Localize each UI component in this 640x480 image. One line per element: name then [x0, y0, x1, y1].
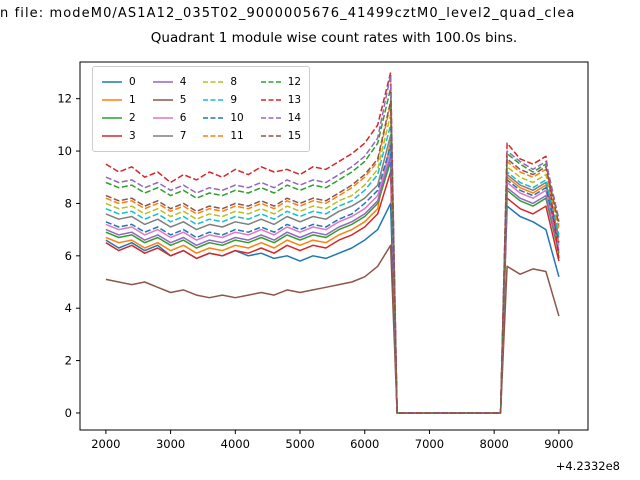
series-line-12: [105, 87, 560, 414]
legend-entry-3: 3: [101, 127, 136, 145]
series-line-4: [105, 155, 560, 414]
series-line-1: [105, 139, 560, 414]
legend-label-6: 6: [179, 112, 187, 124]
legend-label-15: 15: [287, 130, 302, 142]
legend-label-14: 14: [287, 112, 302, 124]
legend-label-11: 11: [230, 130, 244, 142]
legend-label-13: 13: [287, 94, 302, 106]
legend-entry-6: 6: [152, 109, 187, 127]
x-tick-label: 6000: [350, 437, 379, 451]
legend-entry-2: 2: [101, 109, 136, 127]
legend-label-4: 4: [179, 76, 187, 88]
y-tick-label: 12: [57, 92, 72, 106]
legend-line-sample-7: [152, 135, 173, 137]
legend-entry-10: 10: [202, 109, 244, 127]
series-line-0: [105, 202, 560, 414]
legend-line-sample-9: [203, 99, 224, 101]
legend-entry-9: 9: [202, 91, 243, 109]
series-line-14: [105, 74, 560, 414]
legend-line-sample-1: [102, 99, 122, 101]
figure-suptitle-filename: n file: modeM0/AS1A12_035T02_9000005676_…: [0, 6, 576, 21]
series-line-9: [105, 124, 560, 414]
x-tick-label: 9000: [544, 437, 573, 451]
legend-label-7: 7: [179, 130, 187, 142]
series-line-8: [105, 113, 560, 414]
x-axis-offset-label: +4.2332e8: [556, 459, 620, 473]
legend-label-5: 5: [179, 94, 187, 106]
legend-entry-14: 14: [260, 109, 301, 127]
legend-line-sample-10: [203, 117, 224, 119]
series-line-6: [105, 150, 560, 414]
x-tick-label: 4000: [221, 437, 250, 451]
series-line-10: [105, 145, 560, 414]
y-tick-label: 2: [65, 354, 72, 368]
series-line-15: [105, 100, 560, 414]
legend-line-sample-6: [152, 117, 173, 119]
axes-frame: [79, 61, 589, 431]
legend-label-3: 3: [129, 130, 136, 142]
series-line-13: [105, 71, 560, 414]
legend-label-8: 8: [230, 76, 238, 88]
legend-entry-8: 8: [202, 73, 243, 91]
legend-line-sample-12: [260, 81, 281, 83]
legend-entry-11: 11: [202, 127, 244, 145]
chart-title: Quadrant 1 module wise count rates with …: [150, 30, 518, 46]
legend-label-2: 2: [129, 112, 136, 124]
legend-line-sample-15: [260, 135, 281, 137]
legend-entry-5: 5: [152, 91, 187, 109]
legend-line-sample-14: [260, 117, 281, 119]
legend-entry-1: 1: [101, 91, 136, 109]
legend-entry-7: 7: [152, 127, 187, 145]
x-tick-label: 3000: [156, 437, 185, 451]
legend-line-sample-11: [203, 135, 224, 137]
legend-label-10: 10: [230, 112, 244, 124]
x-tick-label: 7000: [415, 437, 444, 451]
legend-label-1: 1: [129, 94, 136, 106]
series-line-7: [105, 134, 560, 414]
y-tick-label: 6: [65, 249, 72, 263]
y-tick-label: 4: [65, 301, 72, 315]
legend-line-sample-0: [102, 81, 122, 83]
y-tick-label: 10: [57, 144, 72, 158]
legend-line-sample-13: [260, 99, 281, 101]
legend-entry-15: 15: [260, 127, 301, 145]
legend-line-sample-3: [102, 135, 122, 137]
legend-line-sample-2: [102, 117, 122, 119]
legend-line-sample-8: [203, 81, 224, 83]
legend-label-12: 12: [287, 76, 302, 88]
x-tick-label: 8000: [480, 437, 509, 451]
legend-label-0: 0: [129, 76, 136, 88]
legend-entry-4: 4: [152, 73, 187, 91]
legend-entry-0: 0: [101, 73, 136, 91]
legend-box: 0 1 2 3 4 5 6 7 8 9 10 11 12 13 14 15: [92, 66, 311, 152]
legend-line-sample-5: [152, 99, 173, 101]
legend-entry-12: 12: [260, 73, 301, 91]
legend-entry-13: 13: [260, 91, 301, 109]
legend-label-9: 9: [230, 94, 238, 106]
legend-line-sample-4: [152, 81, 173, 83]
y-tick-label: 0: [65, 406, 72, 420]
series-line-5: [105, 244, 560, 414]
y-tick-label: 8: [65, 196, 72, 210]
x-tick-label: 2000: [91, 437, 120, 451]
x-tick-label: 5000: [285, 437, 314, 451]
